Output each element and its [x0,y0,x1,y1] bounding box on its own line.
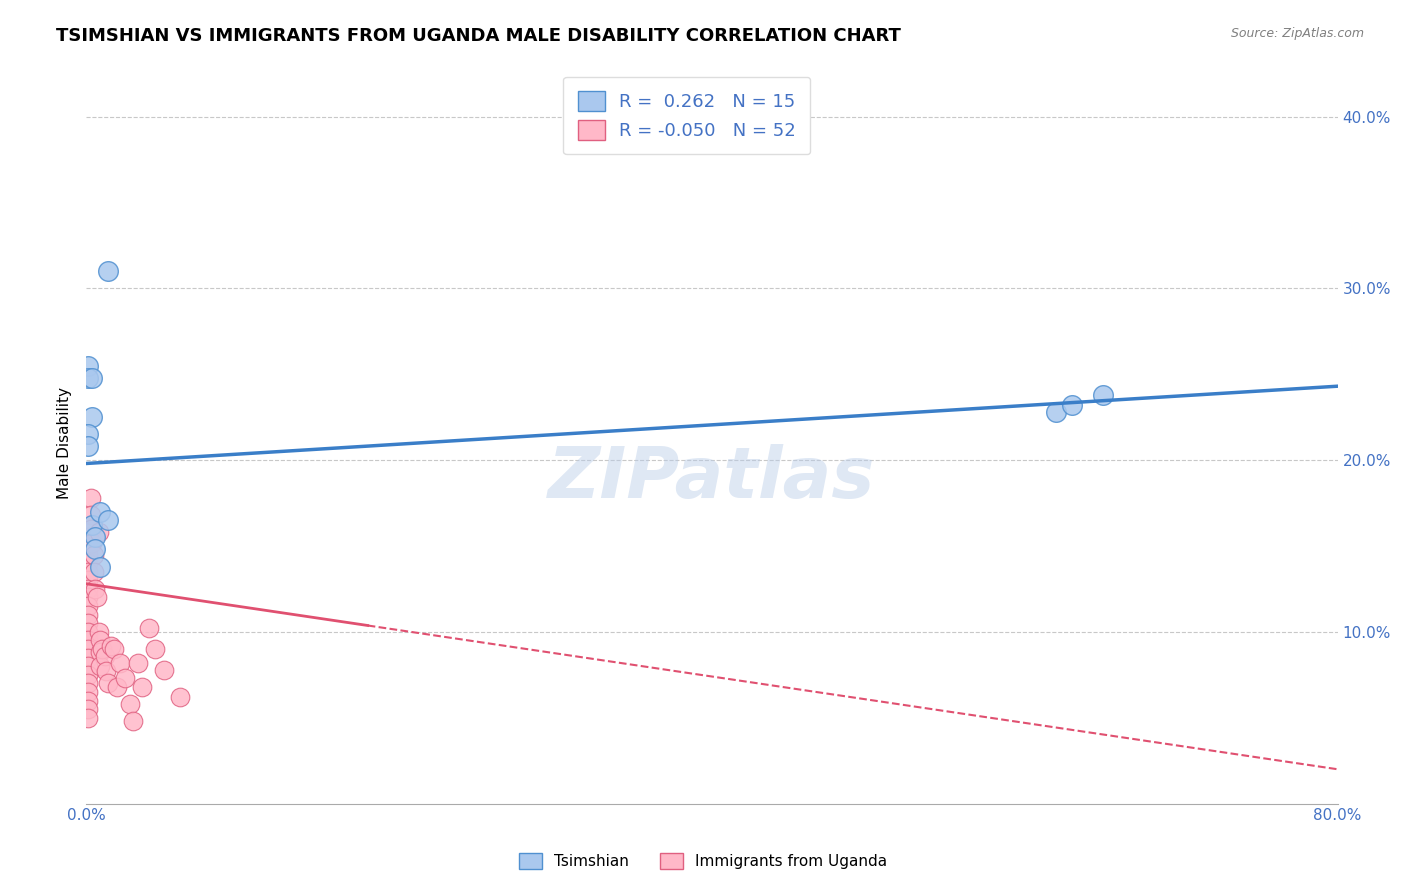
Point [76,616,98,631]
Text: TSIMSHIAN VS IMMIGRANTS FROM UGANDA MALE DISABILITY CORRELATION CHART: TSIMSHIAN VS IMMIGRANTS FROM UGANDA MALE… [56,27,901,45]
Point [76,676,98,690]
Point [114,671,136,685]
Point [87,624,110,639]
Point [83,565,105,579]
Point [82,518,104,533]
Point [76,624,98,639]
Point [76,548,98,562]
Point [76,711,98,725]
Text: ZIPatlas: ZIPatlas [548,444,876,514]
Point [76,599,98,613]
Point [76,685,98,699]
Point [82,535,104,549]
Point [76,642,98,657]
Point [97,676,120,690]
Point [96,665,118,679]
Point [76,359,98,373]
Point [89,633,111,648]
Point [76,427,98,442]
Point [82,370,104,384]
Point [84,530,107,544]
Point [1091,388,1114,402]
Point [131,680,153,694]
Point [89,505,111,519]
Point [1045,405,1067,419]
Point [80,491,103,505]
Point [76,702,98,716]
Y-axis label: Male Disability: Male Disability [58,387,72,499]
Point [143,642,166,657]
Point [100,639,122,653]
Point [76,439,98,453]
Point [1060,398,1083,412]
Point [86,591,108,605]
Point [76,370,98,384]
Point [76,659,98,673]
Point [76,633,98,648]
Point [83,548,105,562]
Point [76,582,98,596]
Point [118,697,141,711]
Point [97,264,120,278]
Point [94,648,117,663]
Text: Source: ZipAtlas.com: Source: ZipAtlas.com [1230,27,1364,40]
Point [103,642,125,657]
Point [76,530,98,544]
Point [89,659,111,673]
Point [76,607,98,622]
Point [76,574,98,588]
Point [76,591,98,605]
Point [153,663,176,677]
Point [76,565,98,579]
Point [122,714,145,728]
Point [76,693,98,707]
Point [76,650,98,665]
Point [90,642,112,657]
Point [105,680,128,694]
Point [76,667,98,681]
Point [84,582,107,596]
Point [127,656,149,670]
Point [82,410,104,425]
Point [76,539,98,553]
Legend: Tsimshian, Immigrants from Uganda: Tsimshian, Immigrants from Uganda [513,847,893,875]
Point [80,522,103,536]
Point [89,645,111,659]
Point [97,513,120,527]
Point [76,556,98,570]
Point [138,621,160,635]
Point [89,559,111,574]
Point [87,525,110,540]
Point [169,690,191,705]
Point [84,542,107,557]
Point [110,656,132,670]
Point [80,508,103,522]
Legend: R =  0.262   N = 15, R = -0.050   N = 52: R = 0.262 N = 15, R = -0.050 N = 52 [564,77,810,154]
